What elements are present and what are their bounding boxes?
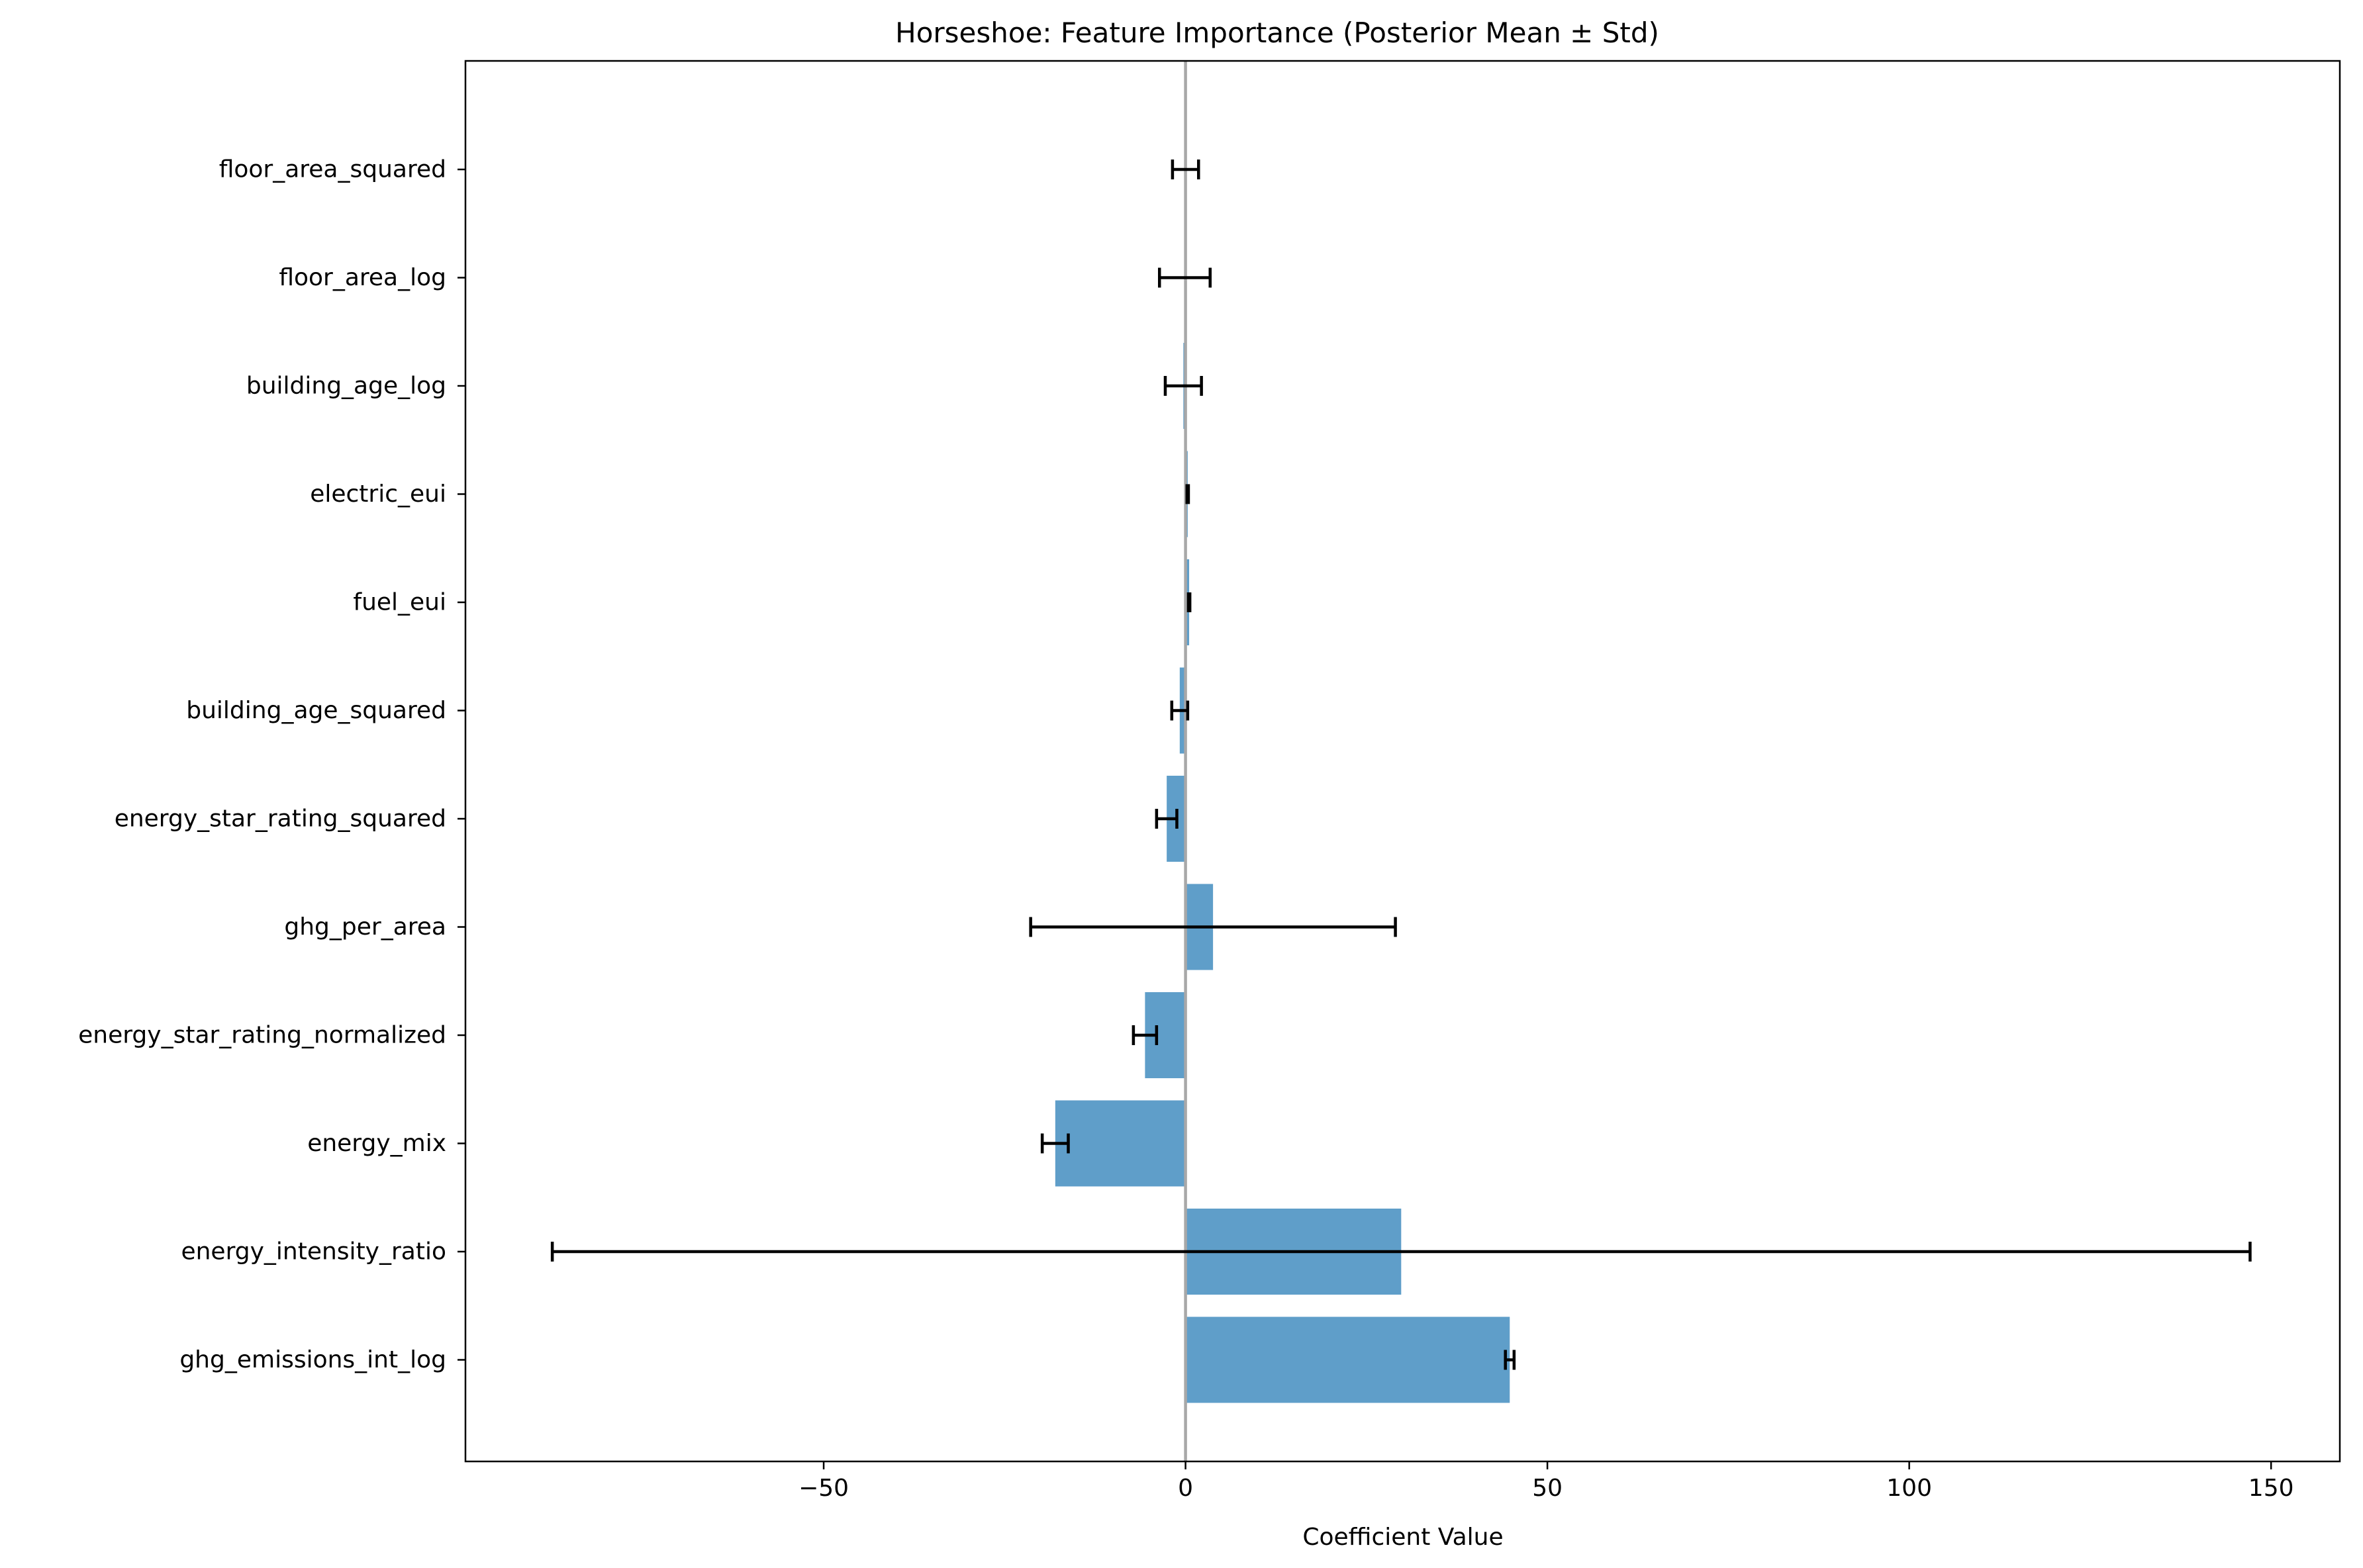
x-tick-label: 100 — [1886, 1475, 1932, 1502]
y-tick-label: ghg_emissions_int_log — [179, 1346, 446, 1373]
error-bar-building_age_squared — [1170, 700, 1190, 721]
error-bar-energy_mix — [1040, 1133, 1070, 1154]
bar-energy_mix — [1055, 1100, 1186, 1187]
error-bars-layer — [550, 160, 2252, 1370]
y-tick-label: energy_intensity_ratio — [181, 1238, 446, 1266]
y-axis: floor_area_squared floor_area_log building… — [78, 156, 465, 1373]
y-tick-label: ghg_per_area — [284, 913, 446, 941]
error-bar-ghg_emissions_int_log — [1504, 1350, 1516, 1370]
x-axis-label: Coefficient Value — [1302, 1524, 1503, 1551]
y-tick-label: building_age_squared — [186, 697, 446, 724]
error-bar-energy_intensity_ratio — [550, 1242, 2252, 1262]
x-tick-label: −50 — [798, 1475, 849, 1502]
error-bar-fuel_eui — [1186, 592, 1192, 612]
y-tick-label: floor_area_log — [279, 264, 446, 291]
chart-title: Horseshoe: Feature Importance (Posterior… — [895, 17, 1659, 49]
x-tick-label: 50 — [1532, 1475, 1563, 1502]
error-bar-ghg_per_area — [1029, 917, 1397, 937]
bar-ghg_emissions_int_log — [1185, 1316, 1510, 1403]
error-bar-building_age_log — [1163, 376, 1203, 396]
plot-frame — [464, 60, 2341, 1463]
error-bar-energy_star_rating_squared — [1155, 809, 1179, 829]
x-tick-label: 0 — [1178, 1475, 1193, 1502]
error-bar-energy_star_rating_normalized — [1132, 1025, 1159, 1045]
y-tick-label: floor_area_squared — [219, 156, 446, 183]
y-tick-label: energy_star_rating_normalized — [78, 1022, 446, 1049]
y-tick-label: energy_mix — [307, 1130, 446, 1157]
y-tick-label: fuel_eui — [353, 589, 446, 616]
x-tick-label: 150 — [2248, 1475, 2294, 1502]
error-bar-floor_area_log — [1157, 267, 1212, 288]
x-axis: −50 0 50 100 150 — [798, 1461, 2294, 1502]
y-tick-label: electric_eui — [310, 481, 446, 508]
y-tick-label: building_age_log — [246, 373, 446, 400]
error-bar-electric_eui — [1185, 484, 1190, 504]
y-tick-label: energy_star_rating_squared — [115, 806, 446, 833]
error-bar-floor_area_squared — [1171, 160, 1200, 179]
